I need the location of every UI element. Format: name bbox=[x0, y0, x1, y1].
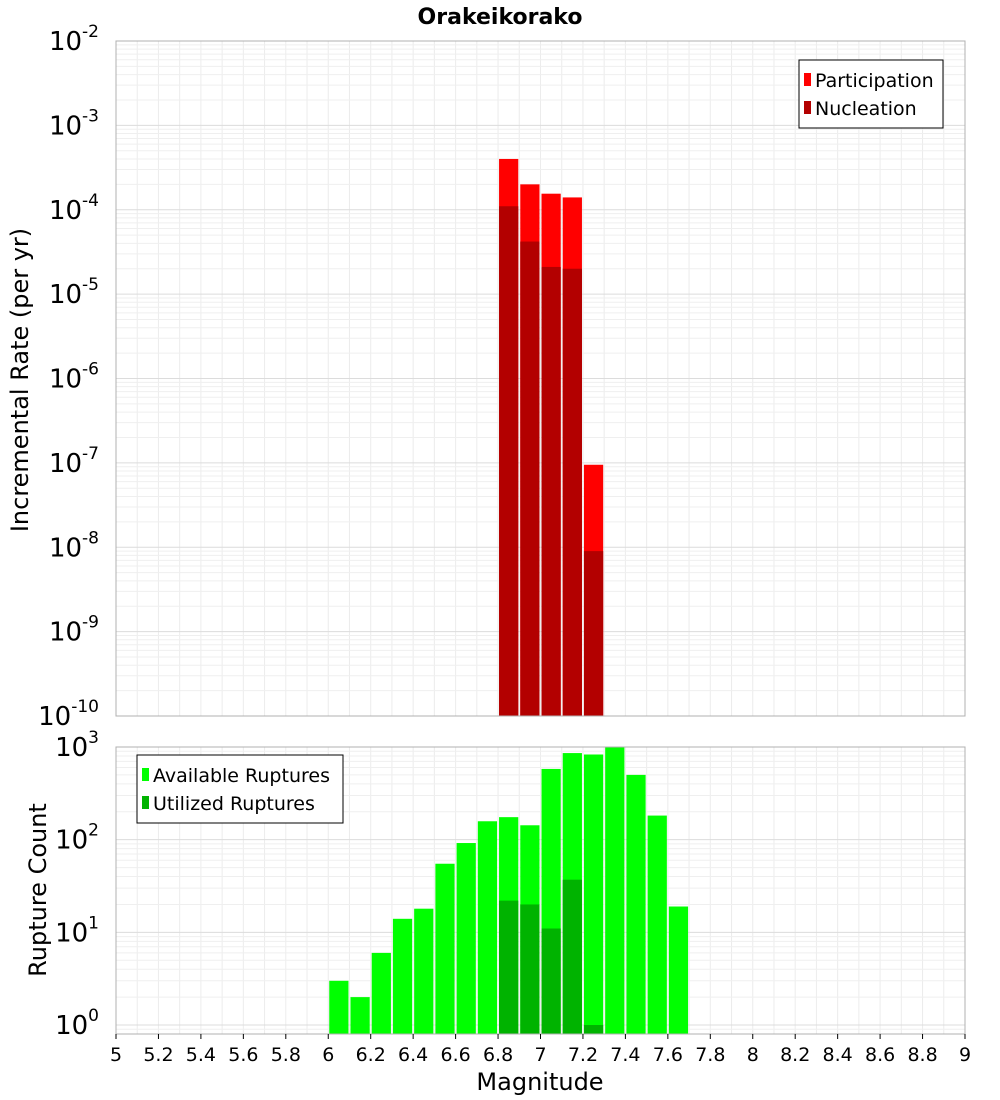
y-tick-label: 10-4 bbox=[49, 191, 99, 226]
bar bbox=[350, 997, 370, 1034]
legend-swatch bbox=[142, 768, 149, 781]
x-tick-label: 9 bbox=[959, 1044, 971, 1066]
x-tick-label: 8 bbox=[747, 1044, 759, 1066]
bar bbox=[605, 747, 625, 1034]
x-tick-label: 6.6 bbox=[440, 1044, 470, 1066]
x-tick-label: 6.4 bbox=[398, 1044, 428, 1066]
x-tick-label: 8.8 bbox=[907, 1044, 937, 1066]
legend-label: Utilized Ruptures bbox=[153, 793, 315, 815]
top-gridlines bbox=[115, 41, 966, 717]
bar bbox=[541, 266, 561, 716]
legend-swatch bbox=[804, 101, 811, 114]
x-tick-label: 5.6 bbox=[228, 1044, 258, 1066]
top-y-ticks: 10-10 10-9 10-8 10-7 10-6 10-5 10-4 10-3 10-2 bbox=[38, 22, 99, 732]
legend-box bbox=[136, 754, 344, 824]
bar bbox=[456, 843, 476, 1034]
x-tick-label: 5.8 bbox=[271, 1044, 301, 1066]
y-tick-label: 10-6 bbox=[49, 360, 99, 395]
bottom-bars bbox=[329, 747, 689, 1034]
bar bbox=[499, 900, 519, 1034]
bar bbox=[541, 928, 561, 1034]
bar bbox=[435, 863, 455, 1034]
x-axis-title: Magnitude bbox=[476, 1068, 603, 1096]
x-tick-label: 8.6 bbox=[865, 1044, 895, 1066]
x-tick-label: 5.2 bbox=[143, 1044, 173, 1066]
bar bbox=[647, 815, 667, 1034]
y-tick-label: 103 bbox=[55, 728, 99, 763]
bar bbox=[562, 879, 582, 1034]
x-tick-label: 7.6 bbox=[653, 1044, 683, 1066]
x-tick-label: 8.4 bbox=[823, 1044, 853, 1066]
legend-box bbox=[798, 59, 944, 129]
x-tick-label: 6.8 bbox=[483, 1044, 513, 1066]
y-tick-label: 10-3 bbox=[49, 106, 99, 141]
bar bbox=[371, 952, 391, 1034]
legend-label: Nucleation bbox=[815, 98, 917, 120]
chart-title: Orakeikorako bbox=[418, 5, 583, 30]
x-tick-label: 6 bbox=[322, 1044, 334, 1066]
bar bbox=[477, 821, 498, 1034]
bar bbox=[583, 1025, 604, 1034]
top-y-axis-title: Incremental Rate (per yr) bbox=[6, 228, 34, 532]
x-tick-label: 7.8 bbox=[695, 1044, 725, 1066]
top-legend: Participation Nucleation bbox=[798, 59, 944, 129]
y-tick-label: 10-5 bbox=[49, 275, 99, 310]
y-tick-label: 101 bbox=[55, 913, 99, 948]
y-tick-label: 10-2 bbox=[49, 22, 99, 57]
x-tick-label: 5 bbox=[110, 1044, 122, 1066]
x-tick-label: 5.4 bbox=[186, 1044, 216, 1066]
legend-label: Participation bbox=[815, 70, 934, 92]
y-tick-label: 10-9 bbox=[49, 613, 99, 648]
bar bbox=[499, 206, 519, 716]
legend-swatch bbox=[142, 796, 149, 809]
x-tick-label: 7.4 bbox=[610, 1044, 640, 1066]
bottom-panel: 100 101 102 103 5 5.2 5.4 5.6 5.8 6 6.2 6.4 6.6 6.8 7… bbox=[24, 728, 971, 1096]
x-tick-label: 8.2 bbox=[780, 1044, 810, 1066]
bottom-legend: Available Ruptures Utilized Ruptures bbox=[136, 754, 344, 824]
y-tick-label: 10-10 bbox=[38, 697, 99, 732]
bar bbox=[583, 551, 604, 716]
y-tick-label: 102 bbox=[55, 821, 99, 856]
bar bbox=[668, 906, 689, 1034]
x-tick-label: 6.2 bbox=[356, 1044, 386, 1066]
y-tick-label: 100 bbox=[55, 1006, 99, 1041]
top-panel: 10-10 10-9 10-8 10-7 10-6 10-5 10-4 10-3 10-2 In… bbox=[6, 22, 966, 732]
legend-label: Available Ruptures bbox=[153, 765, 330, 787]
bar bbox=[414, 908, 434, 1034]
y-tick-label: 10-8 bbox=[49, 528, 99, 563]
bar bbox=[520, 241, 540, 717]
top-plot-frame bbox=[115, 40, 966, 717]
x-tick-label: 7.2 bbox=[568, 1044, 598, 1066]
legend-swatch bbox=[804, 73, 811, 86]
bar bbox=[626, 774, 646, 1034]
bar bbox=[583, 754, 604, 1034]
x-ticks: 5 5.2 5.4 5.6 5.8 6 6.2 6.4 6.6 6.8 7 7.2 7.4 7.6 7.8 8… bbox=[110, 1034, 971, 1066]
y-tick-label: 10-7 bbox=[49, 444, 99, 479]
top-bars bbox=[499, 158, 604, 717]
bottom-y-ticks: 100 101 102 103 bbox=[55, 728, 99, 1041]
bar bbox=[392, 918, 413, 1034]
bar bbox=[520, 904, 540, 1034]
bar bbox=[329, 980, 349, 1034]
x-tick-label: 7 bbox=[534, 1044, 546, 1066]
bottom-y-axis-title: Rupture Count bbox=[24, 803, 52, 977]
bar bbox=[562, 268, 582, 716]
